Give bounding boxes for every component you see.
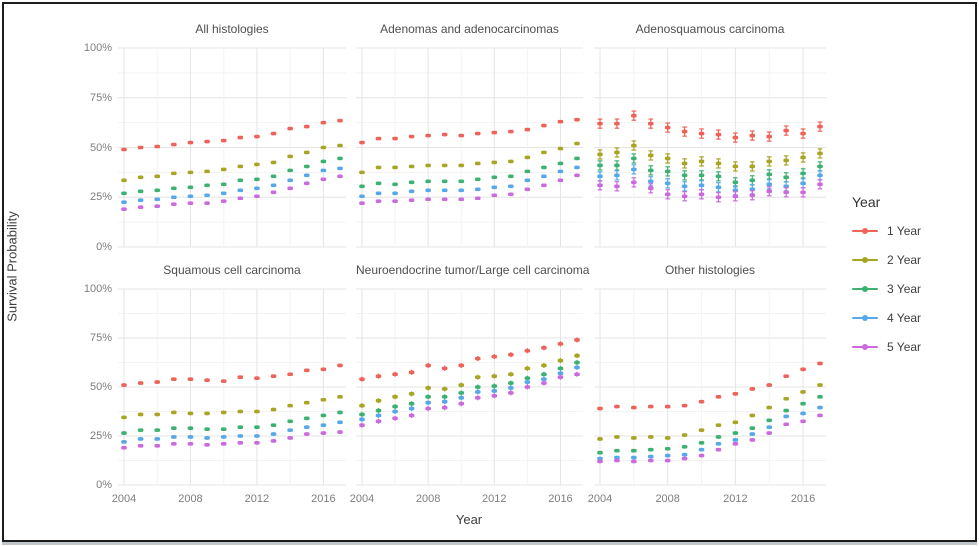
y-tick-label: 25% xyxy=(89,191,112,204)
x-tick-label: 2004 xyxy=(111,493,137,505)
series-points-3-year xyxy=(359,359,580,417)
series-points-5-year xyxy=(597,177,823,203)
legend-item-1-year: 1 Year xyxy=(852,220,970,241)
x-tick-label: 2012 xyxy=(723,493,748,505)
y-tick-label: 75% xyxy=(89,91,112,104)
series-points-1-year xyxy=(121,118,343,152)
series-points-5-year xyxy=(121,174,343,211)
x-tick-label: 2004 xyxy=(349,493,375,505)
series-points-3-year xyxy=(121,410,343,435)
series-points-2-year xyxy=(597,383,823,441)
x-tick-label: 2008 xyxy=(415,493,441,505)
y-tick-label: 75% xyxy=(89,332,112,344)
y-tick-label: 50% xyxy=(89,381,112,393)
x-axis-title: Year xyxy=(455,512,483,527)
pointrange-glyph-icon xyxy=(852,224,878,238)
series-points-1-year xyxy=(121,363,343,387)
panel-plot-area xyxy=(356,288,583,486)
x-tick-label: 2016 xyxy=(790,493,816,505)
panel-title: Neuroendocrine tumor/Large cell carcinom… xyxy=(356,263,590,277)
panel-plot-area xyxy=(356,47,583,248)
series-points-5-year xyxy=(359,371,580,428)
series-points-5-year xyxy=(359,173,580,206)
series-points-3-year xyxy=(359,156,580,189)
series-points-5-year xyxy=(597,413,823,464)
legend: Year 1 Year 2 Year 3 Year 4 Year 5 Year xyxy=(852,194,970,365)
legend-item-2-year: 2 Year xyxy=(852,249,970,270)
series-points-4-year xyxy=(121,420,343,444)
series-points-2-year xyxy=(121,395,343,420)
pointrange-glyph-icon xyxy=(852,282,878,296)
legend-item-4-year: 4 Year xyxy=(852,307,970,328)
series-points-4-year xyxy=(597,405,823,461)
panel-title: Squamous cell carcinoma xyxy=(163,263,301,277)
panel-plot-area xyxy=(594,288,826,486)
x-tick-label: 2008 xyxy=(178,493,203,505)
x-tick-label: 2008 xyxy=(655,493,680,505)
panel-title: All histologies xyxy=(195,22,269,36)
y-axis-title: Survival Probability xyxy=(4,211,20,322)
series-points-4-year xyxy=(597,164,823,196)
legend-item-label: 2 Year xyxy=(887,252,922,267)
panel-plot-area xyxy=(118,288,346,486)
series-points-1-year xyxy=(359,117,580,145)
series-points-2-year xyxy=(359,353,580,409)
panel-neuroendocrine-large-cell: Neuroendocrine tumor/Large cell carcinom… xyxy=(356,263,589,486)
series-points-5-year xyxy=(121,430,343,450)
series-points-1-year xyxy=(597,361,823,411)
panel-squamous-cell-carcinoma: Squamous cell carcinoma xyxy=(118,263,346,486)
panel-adenosquamous-carcinoma: Adenosquamous carcinoma xyxy=(594,22,826,248)
series-points-4-year xyxy=(359,165,580,199)
series-points-4-year xyxy=(121,166,343,205)
pointrange-glyph-icon xyxy=(852,311,878,325)
x-tick-label: 2012 xyxy=(482,493,507,505)
legend-item-label: 3 Year xyxy=(887,281,922,296)
pointrange-glyph-icon xyxy=(852,340,878,354)
pointrange-glyph-icon xyxy=(852,253,878,267)
x-tick-label: 2012 xyxy=(244,493,270,505)
legend-item-5-year: 5 Year xyxy=(852,336,970,357)
legend-item-label: 5 Year xyxy=(887,339,922,354)
series-points-3-year xyxy=(121,156,343,196)
y-tick-label: 0% xyxy=(96,241,112,253)
y-tick-label: 50% xyxy=(89,141,112,154)
series-points-3-year xyxy=(597,395,823,455)
panel-title: Other histologies xyxy=(664,263,756,277)
legend-title: Year xyxy=(852,194,881,210)
panel-all-histologies: All histologies xyxy=(118,22,346,248)
series-points-4-year xyxy=(359,364,580,422)
series-points-1-year xyxy=(359,337,580,382)
series-points-2-year xyxy=(597,140,823,172)
series-points-1-year xyxy=(597,110,823,143)
y-tick-label: 100% xyxy=(83,283,112,295)
legend-item-3-year: 3 Year xyxy=(852,278,970,299)
panel-other-histologies: Other histologies xyxy=(594,263,826,486)
series-points-2-year xyxy=(359,141,580,175)
series-points-2-year xyxy=(121,143,343,183)
panel-title: Adenosquamous carcinoma xyxy=(635,22,785,36)
panel-plot-area xyxy=(118,47,346,248)
y-tick-label: 25% xyxy=(89,430,112,442)
legend-item-label: 1 Year xyxy=(887,223,922,238)
panel-title: Adenomas and adenocarcinomas xyxy=(380,22,559,36)
legend-item-label: 4 Year xyxy=(887,310,922,325)
y-tick-label: 0% xyxy=(96,479,112,491)
x-tick-label: 2016 xyxy=(548,493,573,505)
panel-adenomas-adenocarcinomas: Adenomas and adenocarcinomas xyxy=(356,22,583,248)
panel-plot-area xyxy=(594,47,826,248)
x-tick-label: 2016 xyxy=(311,493,336,505)
x-tick-label: 2004 xyxy=(587,493,613,505)
y-tick-label: 100% xyxy=(83,42,112,54)
series-points-3-year xyxy=(597,153,823,188)
